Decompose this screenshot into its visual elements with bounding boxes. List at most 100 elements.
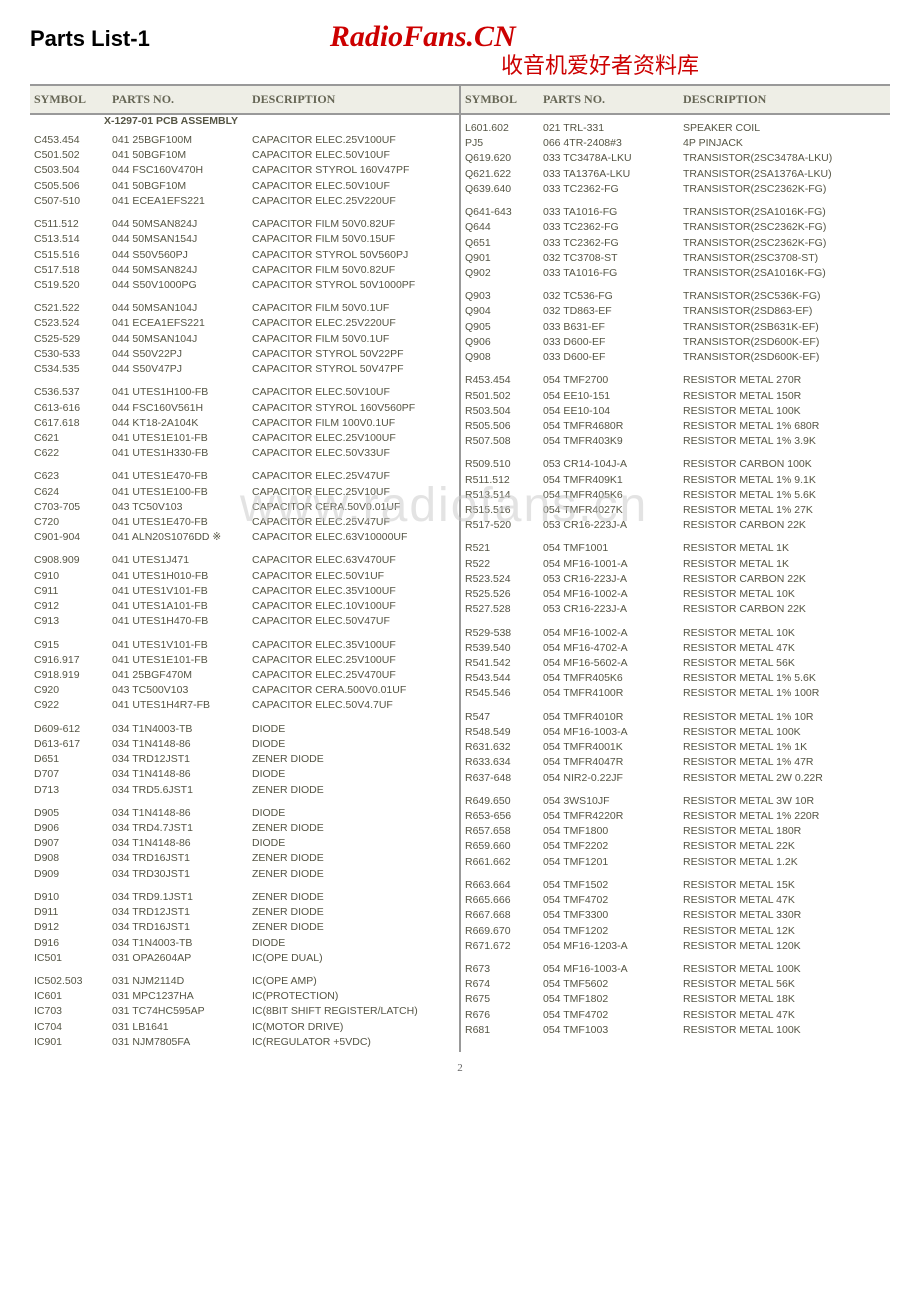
- table-row: D613-617034 T1N4148-86DIODE: [30, 737, 459, 752]
- table-row: R675054 TMF1802RESISTOR METAL 18K: [461, 992, 890, 1007]
- cell-parts: 033 D600-EF: [539, 350, 679, 365]
- cell-symbol: C623: [30, 469, 108, 484]
- cell-desc: DIODE: [248, 737, 459, 752]
- cell-parts: 031 LB1641: [108, 1020, 248, 1035]
- table-row: R657.658054 TMF1800RESISTOR METAL 180R: [461, 824, 890, 839]
- table-row: C622041 UTES1H330-FBCAPACITOR ELEC.50V33…: [30, 446, 459, 461]
- cell-symbol: Q639.640: [461, 182, 539, 197]
- cell-desc: DIODE: [248, 767, 459, 782]
- cell-parts: 041 UTES1E470-FB: [108, 515, 248, 530]
- table-row: R545.546054 TMFR4100RRESISTOR METAL 1% 1…: [461, 686, 890, 701]
- cell-parts: 041 50BGF10M: [108, 148, 248, 163]
- cell-desc: CAPACITOR ELEC.50V10UF: [248, 148, 459, 163]
- cell-parts: 041 ECEA1EFS221: [108, 194, 248, 209]
- cell-symbol: IC703: [30, 1004, 108, 1019]
- cell-symbol: D713: [30, 783, 108, 798]
- table-row: R505.506054 TMFR4680RRESISTOR METAL 1% 6…: [461, 419, 890, 434]
- cell-parts: 054 MF16-1002-A: [539, 626, 679, 641]
- cell-desc: RESISTOR METAL 1% 1K: [679, 740, 890, 755]
- cell-parts: 034 TRD5.6JST1: [108, 783, 248, 798]
- cell-desc: TRANSISTOR(2SA1016K-FG): [679, 266, 890, 281]
- cell-parts: 043 TC50V103: [108, 500, 248, 515]
- cell-symbol: C901-904: [30, 530, 108, 545]
- cell-parts: 033 TA1016-FG: [539, 205, 679, 220]
- cell-symbol: IC601: [30, 989, 108, 1004]
- cell-symbol: C617.618: [30, 416, 108, 431]
- table-row: R671.672054 MF16-1203-ARESISTOR METAL 12…: [461, 939, 890, 954]
- brand-title: RadioFans.CN: [330, 20, 516, 54]
- table-row: PJ5066 4TR-2408#34P PINJACK: [461, 136, 890, 151]
- table-row: D907034 T1N4148-86DIODE: [30, 836, 459, 851]
- cell-parts: 054 TMFR403K9: [539, 434, 679, 449]
- table-row: C617.618044 KT18-2A104KCAPACITOR FILM 10…: [30, 416, 459, 431]
- cell-symbol: R669.670: [461, 924, 539, 939]
- table-row: IC502.503031 NJM2114DIC(OPE AMP): [30, 974, 459, 989]
- cell-desc: RESISTOR METAL 18K: [679, 992, 890, 1007]
- cell-parts: 054 NIR2-0.22JF: [539, 771, 679, 786]
- cell-desc: TRANSISTOR(2SC2362K-FG): [679, 182, 890, 197]
- cell-parts: 044 S50V1000PG: [108, 278, 248, 293]
- cell-symbol: C910: [30, 569, 108, 584]
- cell-symbol: R676: [461, 1008, 539, 1023]
- cell-symbol: IC704: [30, 1020, 108, 1035]
- cell-desc: CAPACITOR ELEC.25V100UF: [248, 653, 459, 668]
- cell-parts: 054 TMF1202: [539, 924, 679, 939]
- cell-desc: IC(MOTOR DRIVE): [248, 1020, 459, 1035]
- table-row: R543.544054 TMFR405K6RESISTOR METAL 1% 5…: [461, 671, 890, 686]
- cell-symbol: Q621.622: [461, 167, 539, 182]
- table-row: C530-533044 S50V22PJCAPACITOR STYROL 50V…: [30, 347, 459, 362]
- row-group: R453.454054 TMF2700RESISTOR METAL 270RR5…: [461, 367, 890, 451]
- cell-symbol: C622: [30, 446, 108, 461]
- cell-desc: RESISTOR CARBON 22K: [679, 602, 890, 617]
- table-row: Q621.622033 TA1376A-LKUTRANSISTOR(2SA137…: [461, 167, 890, 182]
- cell-parts: 032 TC3708-ST: [539, 251, 679, 266]
- cell-desc: TRANSISTOR(2SD600K-EF): [679, 335, 890, 350]
- cell-parts: 054 TMF2202: [539, 839, 679, 854]
- table-row: R633.634054 TMFR4047RRESISTOR METAL 1% 4…: [461, 755, 890, 770]
- cell-parts: 033 TC2362-FG: [539, 236, 679, 251]
- table-row: C720041 UTES1E470-FBCAPACITOR ELEC.25V47…: [30, 515, 459, 530]
- col-symbol: SYMBOL: [30, 86, 108, 113]
- table-row: C623041 UTES1E470-FBCAPACITOR ELEC.25V47…: [30, 469, 459, 484]
- table-row: R631.632054 TMFR4001KRESISTOR METAL 1% 1…: [461, 740, 890, 755]
- cell-desc: TRANSISTOR(2SD863-EF): [679, 304, 890, 319]
- cell-desc: CAPACITOR CERA.500V0.01UF: [248, 683, 459, 698]
- cell-desc: RESISTOR METAL 100K: [679, 725, 890, 740]
- cell-parts: 054 TMFR4100R: [539, 686, 679, 701]
- cell-parts: 044 S50V22PJ: [108, 347, 248, 362]
- cell-symbol: R673: [461, 962, 539, 977]
- cell-symbol: R665.666: [461, 893, 539, 908]
- row-group: Q903032 TC536-FGTRANSISTOR(2SC536K-FG)Q9…: [461, 283, 890, 367]
- cell-parts: 054 TMFR4047R: [539, 755, 679, 770]
- cell-parts: 031 NJM2114D: [108, 974, 248, 989]
- table-row: D909034 TRD30JST1ZENER DIODE: [30, 867, 459, 882]
- table-row: C505.506041 50BGF10MCAPACITOR ELEC.50V10…: [30, 179, 459, 194]
- cell-desc: RESISTOR METAL 1% 27K: [679, 503, 890, 518]
- cell-parts: 054 TMF5602: [539, 977, 679, 992]
- cell-parts: 041 UTES1H010-FB: [108, 569, 248, 584]
- cell-desc: ZENER DIODE: [248, 890, 459, 905]
- cell-symbol: D906: [30, 821, 108, 836]
- cell-symbol: C613-616: [30, 401, 108, 416]
- cell-desc: RESISTOR METAL 1% 47R: [679, 755, 890, 770]
- cell-desc: CAPACITOR ELEC.10V100UF: [248, 599, 459, 614]
- table-row: R676054 TMF4702RESISTOR METAL 47K: [461, 1008, 890, 1023]
- cell-parts: 034 TRD16JST1: [108, 851, 248, 866]
- table-row: R663.664054 TMF1502RESISTOR METAL 15K: [461, 878, 890, 893]
- cell-desc: CAPACITOR FILM 50V0.15UF: [248, 232, 459, 247]
- col-desc: DESCRIPTION: [248, 86, 459, 113]
- cell-desc: CAPACITOR ELEC.35V100UF: [248, 584, 459, 599]
- table-row: IC601031 MPC1237HAIC(PROTECTION): [30, 989, 459, 1004]
- table-row: R509.510053 CR14-104J-ARESISTOR CARBON 1…: [461, 457, 890, 472]
- row-group: D910034 TRD9.1JST1ZENER DIODED911034 TRD…: [30, 884, 459, 968]
- table-row: D609-612034 T1N4003-TBDIODE: [30, 722, 459, 737]
- cell-symbol: Q619.620: [461, 151, 539, 166]
- cell-parts: 031 TC74HC595AP: [108, 1004, 248, 1019]
- cell-symbol: D613-617: [30, 737, 108, 752]
- cell-desc: RESISTOR METAL 150R: [679, 389, 890, 404]
- cell-symbol: D907: [30, 836, 108, 851]
- cell-desc: CAPACITOR ELEC.35V100UF: [248, 638, 459, 653]
- cell-parts: 041 UTES1H4R7-FB: [108, 698, 248, 713]
- table-row: R653-656054 TMFR4220RRESISTOR METAL 1% 2…: [461, 809, 890, 824]
- cell-symbol: D908: [30, 851, 108, 866]
